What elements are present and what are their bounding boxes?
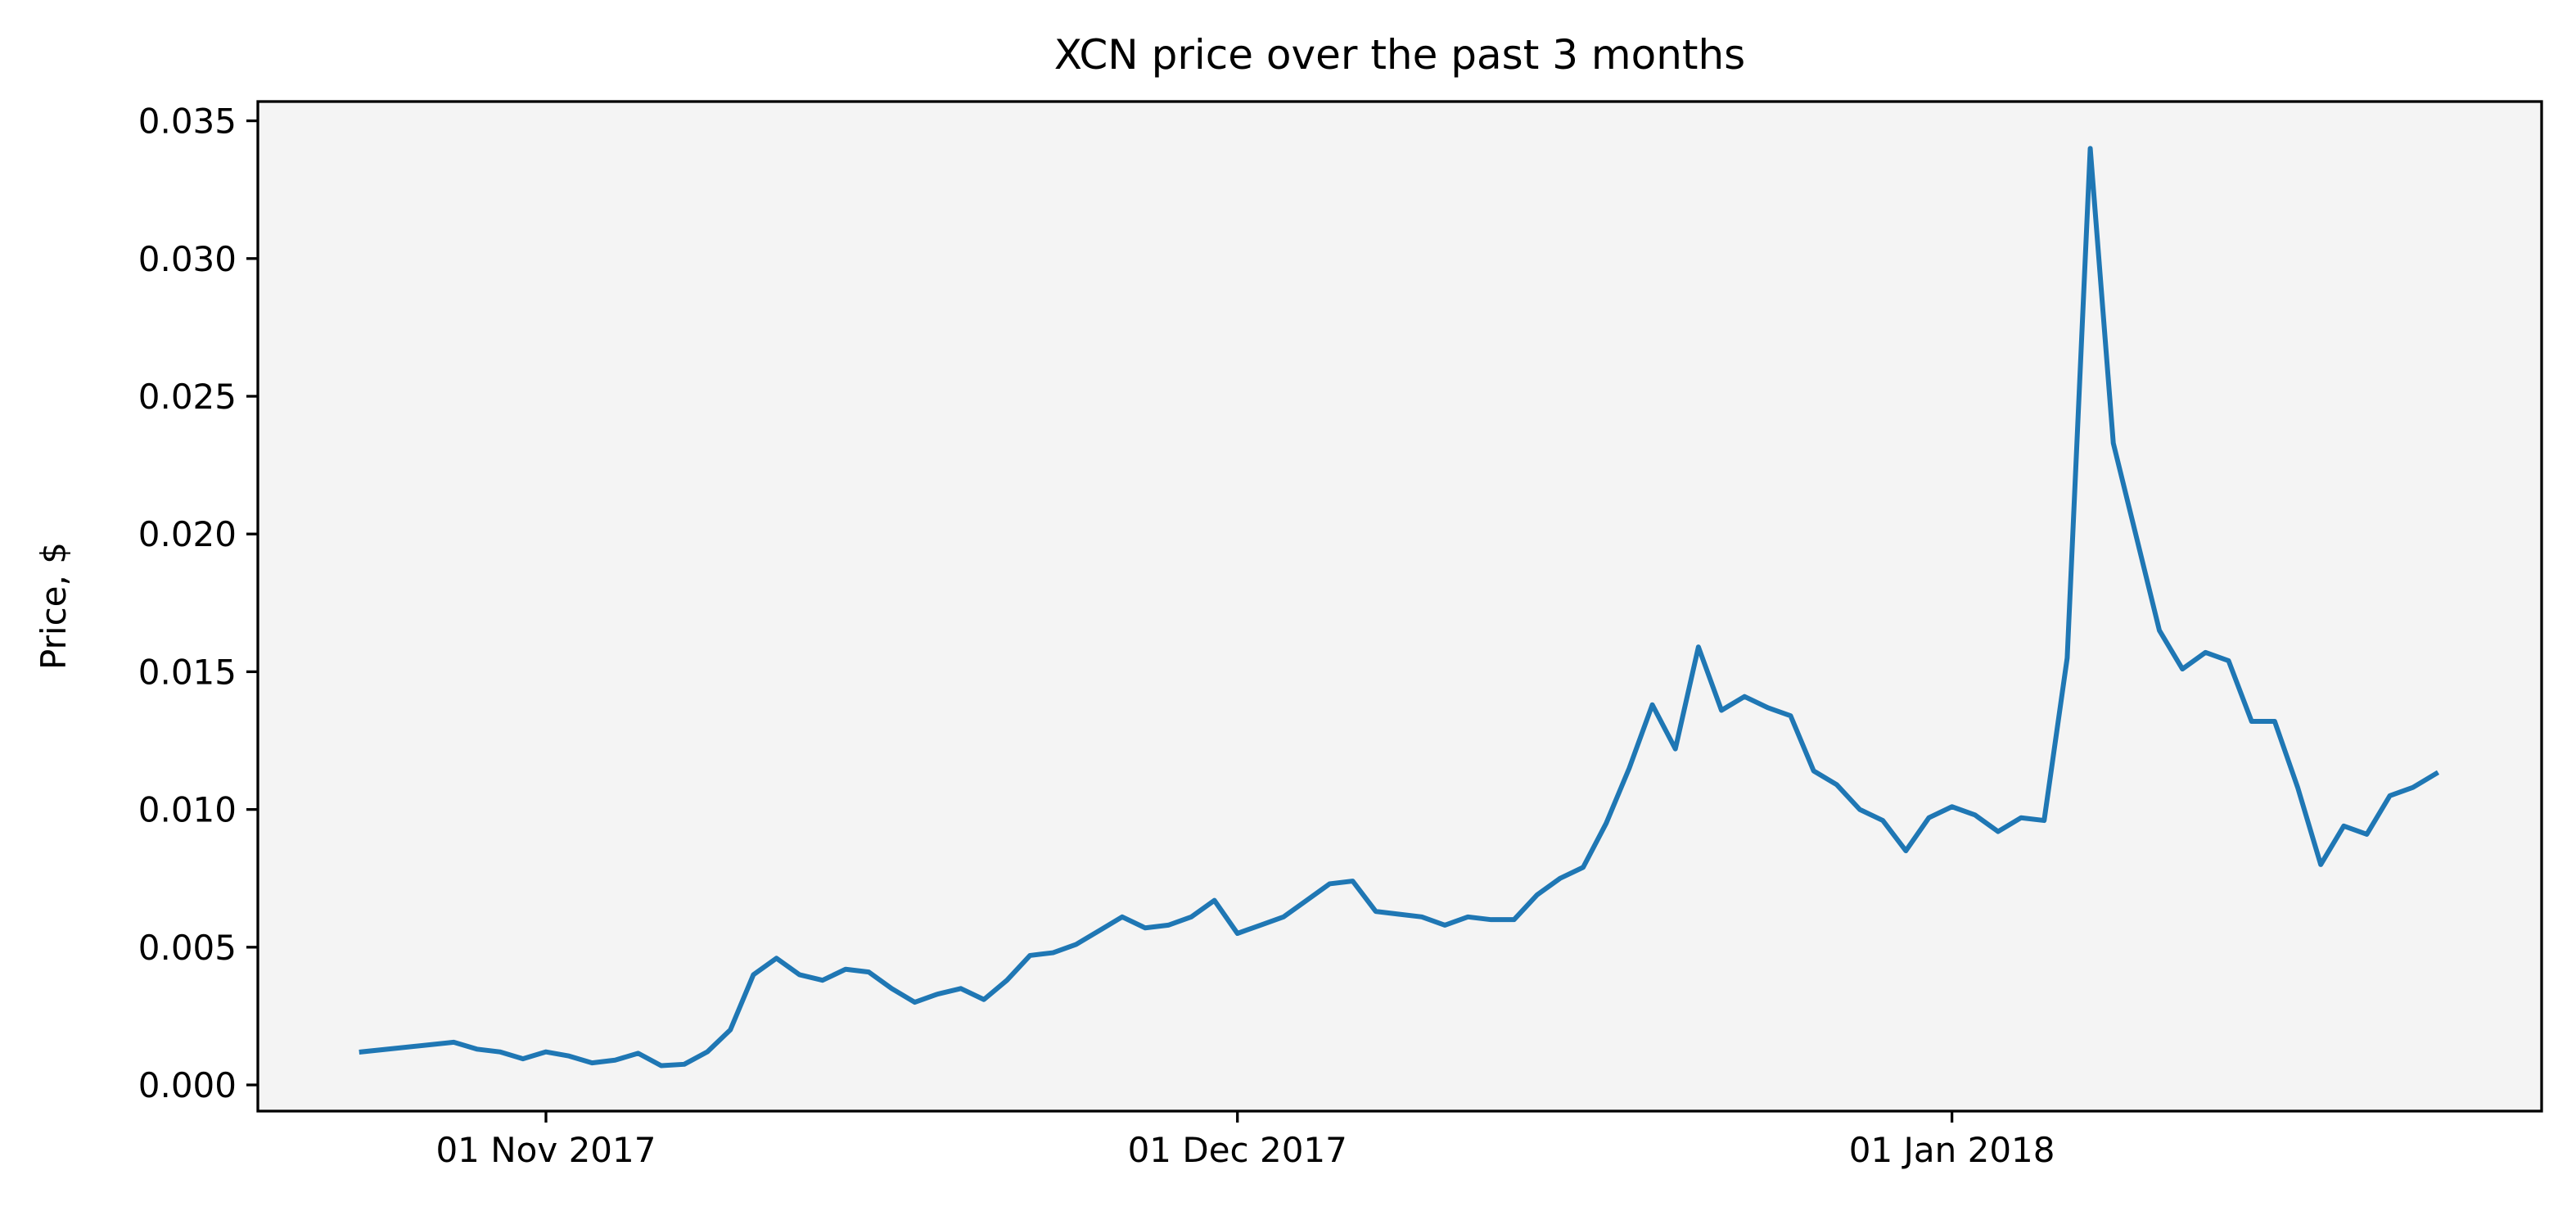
price-line xyxy=(359,146,2440,1069)
y-tick-label: 0.015 xyxy=(138,652,237,692)
chart-title: XCN price over the past 3 months xyxy=(1054,31,1745,79)
plot-frame xyxy=(256,100,2543,1113)
y-tick-label: 0.000 xyxy=(138,1065,237,1105)
y-tick-label: 0.005 xyxy=(138,928,237,968)
x-tick-label: 01 Nov 2017 xyxy=(435,1130,656,1170)
plot-area xyxy=(258,102,2542,1111)
y-tick-label: 0.010 xyxy=(138,790,237,830)
x-tick-label: 01 Dec 2017 xyxy=(1128,1130,1347,1170)
y-tick-label: 0.035 xyxy=(138,102,237,142)
x-tick-label: 01 Jan 2018 xyxy=(1849,1130,2055,1170)
y-tick-label: 0.025 xyxy=(138,377,237,417)
y-tick-label: 0.030 xyxy=(138,239,237,279)
y-tick-label: 0.020 xyxy=(138,514,237,554)
y-axis-label: Price, $ xyxy=(34,542,74,670)
